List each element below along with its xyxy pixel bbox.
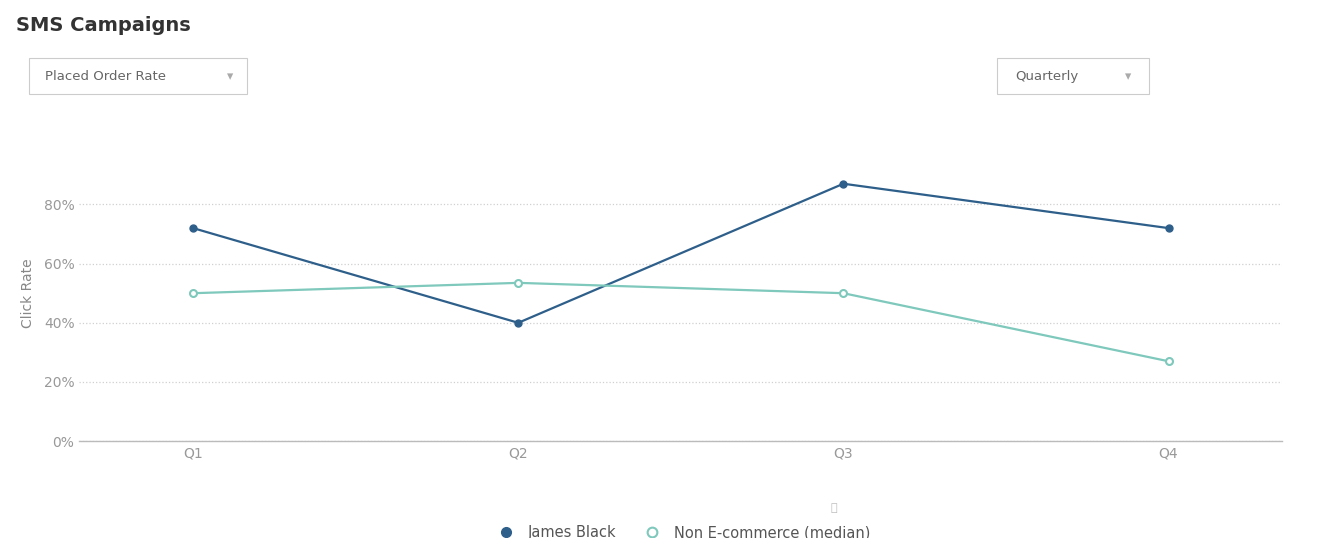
Text: ⓘ: ⓘ bbox=[830, 504, 837, 513]
Y-axis label: Click Rate: Click Rate bbox=[21, 258, 36, 328]
Text: Placed Order Rate: Placed Order Rate bbox=[45, 70, 167, 83]
Text: ▾: ▾ bbox=[1125, 70, 1132, 83]
Text: SMS Campaigns: SMS Campaigns bbox=[16, 16, 190, 35]
Text: ▾: ▾ bbox=[227, 70, 234, 83]
Legend: James Black, Non E-commerce (median): James Black, Non E-commerce (median) bbox=[485, 520, 876, 538]
Text: Quarterly: Quarterly bbox=[1015, 70, 1079, 83]
